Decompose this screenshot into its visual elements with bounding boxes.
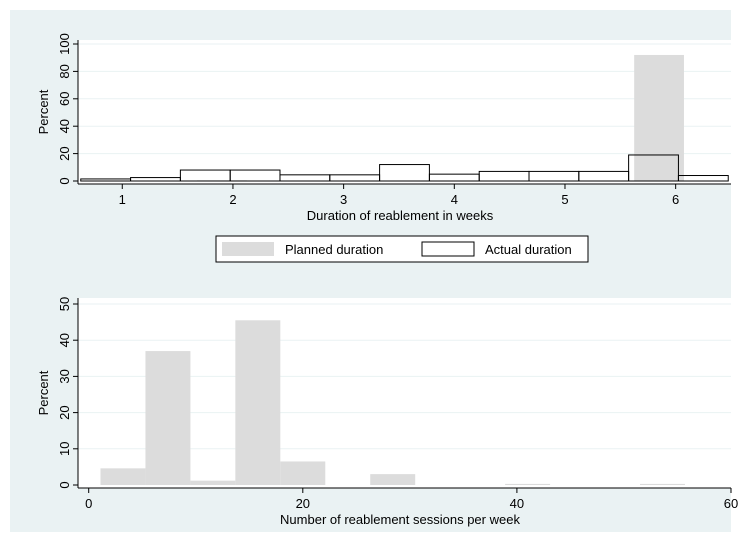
bar-planned [100, 468, 146, 485]
y-tick-label: 100 [57, 33, 72, 55]
duration-histogram: 0 20 40 60 80 100 1 2 3 4 5 6 Percent Duration of rea… [36, 33, 731, 223]
bar-actual [628, 154, 679, 182]
legend-swatch-planned [222, 242, 274, 256]
legend-label-actual: Actual duration [485, 242, 572, 257]
y-tick-label: 80 [57, 64, 72, 78]
y-tick-label: 0 [57, 177, 72, 184]
x-tick-label: 3 [340, 192, 347, 207]
y-tick-label: 30 [57, 369, 72, 383]
bar-planned [370, 474, 416, 485]
x-tick-label: 2 [229, 192, 236, 207]
legend-label-planned: Planned duration [285, 242, 383, 257]
y-tick-label: 0 [57, 481, 72, 488]
y-tick-label: 50 [57, 297, 72, 311]
x-tick-label: 4 [451, 192, 458, 207]
bar-planned [505, 483, 551, 485]
y-tick-label: 20 [57, 405, 72, 419]
y-tick-label: 40 [57, 119, 72, 133]
y-tick-label: 10 [57, 442, 72, 456]
x-tick-label: 20 [296, 496, 310, 511]
y-tick-label: 40 [57, 333, 72, 347]
bar-planned [190, 480, 236, 485]
x-tick-label: 0 [85, 496, 92, 511]
y-axis-title: Percent [36, 89, 51, 134]
x-tick-label: 1 [119, 192, 126, 207]
legend-box [215, 235, 589, 263]
x-tick-label: 60 [724, 496, 738, 511]
plot-area [78, 40, 731, 184]
y-tick-label: 20 [57, 146, 72, 160]
x-axis-title: Duration of reablement in weeks [307, 208, 494, 223]
bar-actual [677, 175, 729, 182]
bar-planned [634, 54, 684, 181]
bar-planned [640, 483, 685, 485]
legend-swatch-actual [421, 241, 475, 257]
bar-planned [235, 320, 281, 485]
y-axis-title: Percent [36, 370, 51, 415]
x-tick-label: 5 [561, 192, 568, 207]
y-tick-label: 60 [57, 92, 72, 106]
x-tick-label: 40 [510, 496, 524, 511]
bar-planned [145, 351, 191, 485]
legend: Planned duration Actual duration [215, 235, 589, 263]
bar-actual [379, 164, 430, 182]
bar-planned [280, 461, 326, 485]
sessions-histogram: 0 10 20 30 40 50 0 20 40 60 Percent Number of reabl… [36, 297, 738, 527]
x-tick-label: 6 [672, 192, 679, 207]
x-axis-title: Number of reablement sessions per week [280, 512, 520, 527]
